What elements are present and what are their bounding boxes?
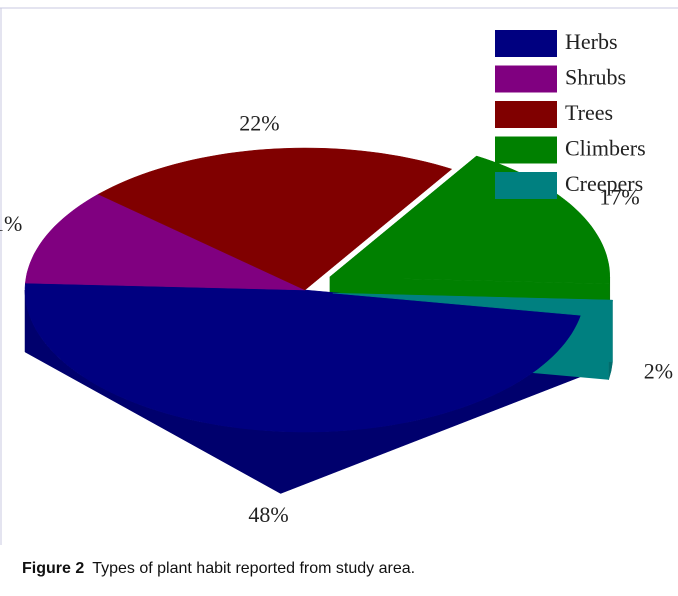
value-label: 2%	[644, 359, 673, 384]
value-label: 17%	[599, 185, 639, 210]
legend-label: Herbs	[565, 29, 618, 54]
legend-swatch	[495, 65, 557, 93]
slice-top	[97, 147, 453, 291]
legend-swatch	[495, 172, 557, 199]
legend-label: Shrubs	[565, 65, 626, 90]
legend-swatch	[495, 101, 557, 128]
legend-label: Trees	[565, 100, 613, 125]
slice-top	[25, 193, 306, 291]
caption: Figure 2 Types of plant habit reported fr…	[22, 560, 415, 578]
value-label: 48%	[248, 502, 288, 527]
legend-swatch	[495, 30, 557, 57]
slice-top	[332, 292, 613, 319]
legend-swatch	[495, 136, 557, 164]
figure-label: Figure 2	[22, 560, 85, 577]
slice-top	[24, 282, 582, 433]
legend-label: Climbers	[565, 136, 646, 161]
tops	[24, 147, 613, 433]
value-label: 22%	[239, 111, 279, 136]
value-label: 11%	[0, 211, 22, 236]
chart: 48% 11% 22% 17% 2% Herbs Shrubs Trees Climbers Cr…	[0, 7, 678, 545]
legend-label: Creepers	[565, 171, 643, 196]
caption-text: Types of plant habit reported from study…	[92, 560, 416, 577]
